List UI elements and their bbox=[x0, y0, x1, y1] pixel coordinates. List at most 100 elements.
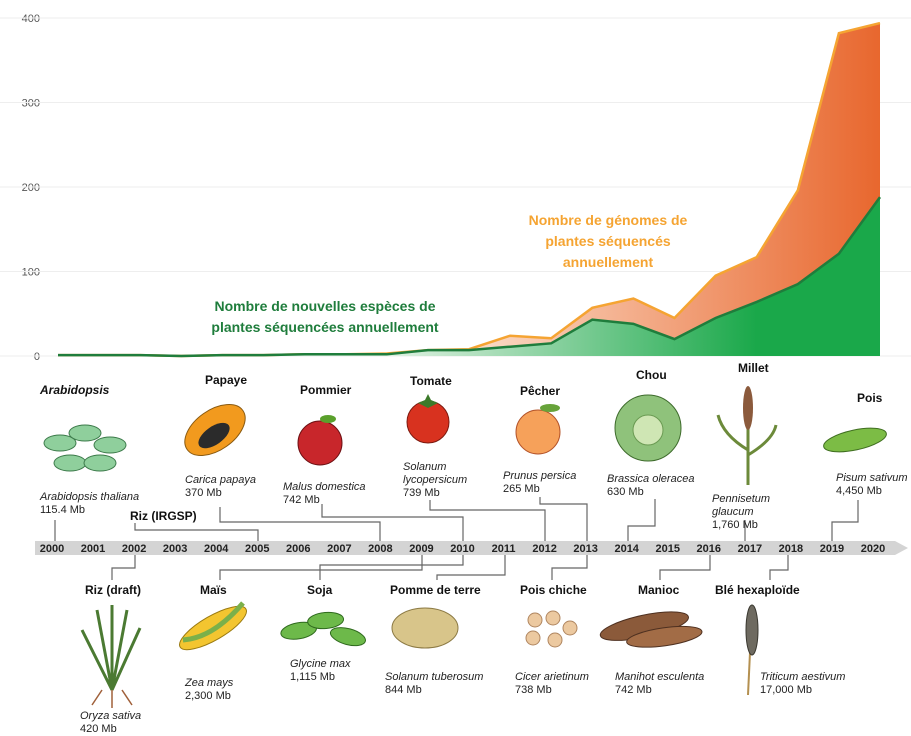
timeline-year: 2013 bbox=[573, 543, 597, 555]
illustration bbox=[547, 632, 563, 648]
illustration bbox=[198, 422, 230, 449]
genome-size: 738 Mb bbox=[515, 684, 552, 696]
timeline-year: 2019 bbox=[820, 543, 844, 555]
plant-name: Papaye bbox=[205, 373, 248, 387]
illustration bbox=[91, 689, 133, 708]
genome-size: 17,000 Mb bbox=[760, 684, 812, 696]
plant-species: Zea mays bbox=[185, 677, 234, 689]
timeline-year: 2001 bbox=[81, 543, 105, 555]
illustration bbox=[80, 605, 142, 691]
illustration bbox=[83, 454, 117, 472]
connector bbox=[539, 497, 588, 541]
connector bbox=[219, 507, 381, 541]
illustration bbox=[545, 610, 561, 626]
plant-species: Oryza sativa bbox=[80, 710, 142, 722]
illustration-group bbox=[184, 404, 246, 456]
illustration bbox=[562, 620, 578, 636]
plant-name: Pomme de terre bbox=[390, 583, 481, 597]
plant-species: Prunus persica bbox=[503, 470, 577, 482]
genome-size: 742 Mb bbox=[283, 494, 320, 506]
timeline-year: 2005 bbox=[245, 543, 269, 555]
illustration bbox=[68, 424, 102, 442]
plant-name: Blé hexaploïde bbox=[715, 583, 800, 597]
illustration-group bbox=[515, 404, 561, 455]
illustration bbox=[43, 434, 77, 452]
genome-size: 630 Mb bbox=[607, 486, 644, 498]
plant-species: Brassica oleracea bbox=[607, 473, 695, 485]
illustration-group bbox=[43, 424, 127, 472]
timeline-year: 2007 bbox=[327, 543, 351, 555]
illustration bbox=[716, 414, 778, 457]
connector bbox=[219, 555, 423, 580]
connector bbox=[659, 555, 711, 580]
genome-size: 2,300 Mb bbox=[185, 690, 231, 702]
timeline-year: 2015 bbox=[656, 543, 680, 555]
genome-size: 265 Mb bbox=[503, 483, 540, 495]
plant-species: Malus domestica bbox=[283, 481, 366, 493]
timeline-year: 2002 bbox=[122, 543, 146, 555]
timeline-year: 2009 bbox=[409, 543, 433, 555]
plant-name: Millet bbox=[738, 361, 769, 375]
genome-size: 115.4 Mb bbox=[40, 504, 86, 516]
plant-name: Pois chiche bbox=[520, 583, 587, 597]
illustration bbox=[823, 427, 887, 453]
timeline-year: 2006 bbox=[286, 543, 310, 555]
timeline-year: 2004 bbox=[204, 543, 229, 555]
plant-species: Manihot esculenta bbox=[615, 671, 705, 683]
series-label: Nombre de nouvelles espèces de plantes s… bbox=[211, 298, 439, 335]
plant-species: Glycine max bbox=[290, 658, 351, 670]
plant-species: Solanum lycopersicum bbox=[403, 461, 468, 486]
timeline-year: 2018 bbox=[779, 543, 803, 555]
y-tick-label: 300 bbox=[22, 98, 40, 110]
genome-size: 844 Mb bbox=[385, 684, 422, 696]
illustration-group bbox=[525, 610, 578, 648]
illustration-group bbox=[179, 601, 247, 651]
illustration bbox=[515, 409, 561, 455]
connector bbox=[831, 500, 859, 541]
connector bbox=[551, 555, 588, 580]
timeline-year: 2014 bbox=[614, 543, 639, 555]
timeline-year: 2016 bbox=[697, 543, 721, 555]
plant-species: Arabidopsis thaliana bbox=[40, 491, 140, 503]
illustration-group bbox=[280, 611, 366, 647]
plant-name: Tomate bbox=[410, 374, 452, 388]
plant-name: Pommier bbox=[300, 383, 352, 397]
series-label: Nombre de génomes de plantes séquencés a… bbox=[528, 212, 688, 270]
genome-size: 742 Mb bbox=[615, 684, 652, 696]
genome-size: 420 Mb bbox=[80, 723, 117, 735]
illustration-group bbox=[391, 607, 459, 649]
illustration bbox=[320, 415, 336, 423]
timeline-year: 2011 bbox=[492, 543, 516, 555]
y-tick-label: 200 bbox=[22, 182, 40, 194]
illustration bbox=[626, 625, 703, 648]
illustration-group bbox=[80, 605, 142, 708]
illustration bbox=[297, 420, 343, 466]
plant-name: Chou bbox=[636, 368, 667, 382]
illustration bbox=[53, 454, 87, 472]
plant-name: Arabidopsis bbox=[40, 383, 110, 397]
timeline-year: 2003 bbox=[163, 543, 187, 555]
genome-size: 1,115 Mb bbox=[290, 671, 336, 683]
timeline-year: 2012 bbox=[532, 543, 556, 555]
timeline-year: 2010 bbox=[450, 543, 474, 555]
illustration-group bbox=[823, 427, 887, 453]
plant-name: Soja bbox=[307, 583, 333, 597]
plant-species: Triticum aestivum bbox=[760, 671, 846, 683]
timeline-bar bbox=[35, 541, 908, 555]
illustration-group bbox=[599, 611, 703, 648]
connector bbox=[429, 500, 546, 541]
plant-species: Pennisetum glaucum bbox=[712, 493, 771, 518]
plant-name: Maïs bbox=[200, 583, 227, 597]
connector bbox=[319, 555, 464, 580]
connector bbox=[769, 555, 789, 580]
illustration-group bbox=[297, 415, 343, 466]
illustration bbox=[391, 607, 459, 649]
line bbox=[58, 196, 882, 358]
connector bbox=[321, 504, 464, 541]
illustration bbox=[329, 627, 366, 647]
illustration-group bbox=[406, 394, 450, 444]
illustration bbox=[93, 436, 127, 454]
illustration bbox=[632, 414, 664, 446]
